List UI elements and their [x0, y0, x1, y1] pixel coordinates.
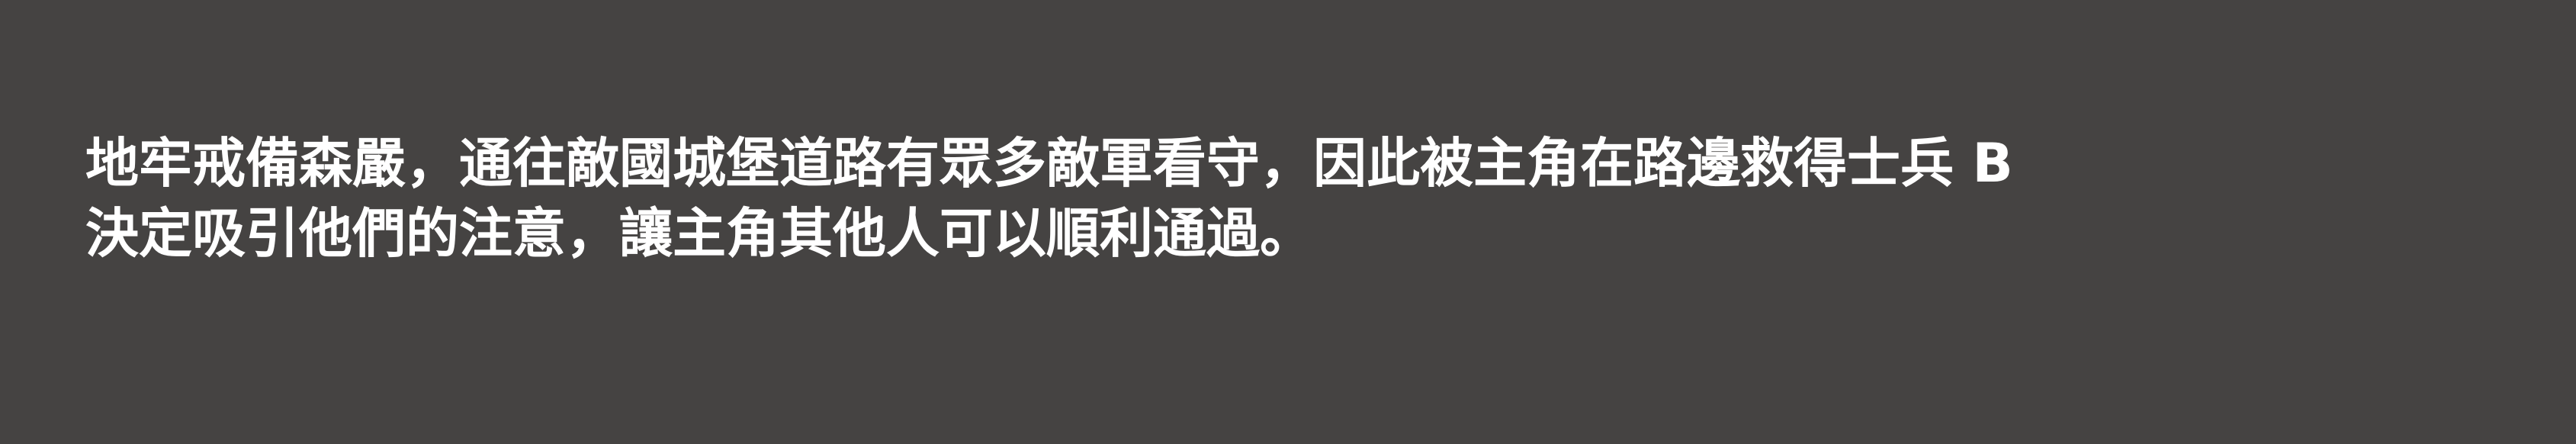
caption-text-block: 地牢戒備森嚴，通往敵國城堡道路有眾多敵軍看守，因此被主角在路邊救得士兵 B 決定…	[85, 128, 2510, 269]
caption-line-1: 地牢戒備森嚴，通往敵國城堡道路有眾多敵軍看守，因此被主角在路邊救得士兵 B	[85, 132, 2013, 195]
caption-line-2: 決定吸引他們的注意，讓主角其他人可以順利通過。	[85, 202, 1313, 265]
